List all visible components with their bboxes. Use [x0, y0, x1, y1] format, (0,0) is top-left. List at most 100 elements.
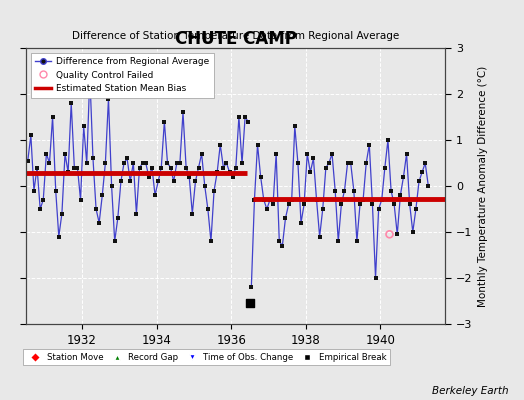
Point [309, 155, 318, 162]
Point [396, 192, 405, 198]
Point [353, 238, 361, 244]
Point [325, 160, 333, 166]
Point [73, 164, 82, 171]
Point [331, 187, 340, 194]
Point [334, 238, 343, 244]
Point [359, 196, 367, 203]
Point [58, 210, 66, 217]
Point [322, 164, 330, 171]
Point [210, 187, 219, 194]
Point [297, 220, 305, 226]
Point [263, 206, 271, 212]
Point [385, 231, 394, 238]
Point [185, 174, 193, 180]
Point [421, 160, 429, 166]
Point [412, 206, 420, 212]
Text: Difference of Station Temperature Data from Regional Average: Difference of Station Temperature Data f… [72, 31, 399, 41]
Point [27, 132, 35, 138]
Point [172, 160, 181, 166]
Point [350, 187, 358, 194]
Point [169, 178, 178, 184]
Point [51, 187, 60, 194]
Point [39, 196, 48, 203]
Point [232, 164, 240, 171]
Point [54, 233, 63, 240]
Point [36, 206, 45, 212]
Point [256, 174, 265, 180]
Text: Berkeley Earth: Berkeley Earth [432, 386, 508, 396]
Point [244, 118, 253, 125]
Point [216, 141, 224, 148]
Point [157, 164, 166, 171]
Point [272, 150, 280, 157]
Point [375, 206, 383, 212]
Point [406, 201, 414, 208]
Point [390, 201, 398, 208]
Point [346, 160, 355, 166]
Point [101, 160, 110, 166]
Point [77, 196, 85, 203]
Point [241, 114, 249, 120]
Point [191, 178, 200, 184]
Point [167, 164, 175, 171]
Point [228, 174, 237, 180]
Point [300, 201, 308, 208]
Point [138, 160, 147, 166]
Point [266, 196, 274, 203]
Point [362, 160, 370, 166]
Point [356, 201, 364, 208]
Point [368, 201, 377, 208]
Point [288, 196, 296, 203]
Point [315, 233, 324, 240]
Point [182, 164, 190, 171]
Point [135, 164, 144, 171]
Point [291, 123, 299, 130]
Point [132, 210, 140, 217]
Point [253, 141, 261, 148]
Point [24, 158, 32, 164]
Point [312, 196, 321, 203]
Point [179, 109, 187, 116]
Point [402, 150, 411, 157]
Point [387, 187, 395, 194]
Point [45, 160, 53, 166]
Point [281, 215, 290, 221]
Point [204, 206, 212, 212]
Point [222, 160, 231, 166]
Point [89, 155, 97, 162]
Point [235, 114, 243, 120]
Point [42, 150, 51, 157]
Point [337, 201, 345, 208]
Point [424, 183, 432, 189]
Point [294, 160, 302, 166]
Point [201, 183, 209, 189]
Point [219, 164, 227, 171]
Point [343, 160, 352, 166]
Point [384, 137, 392, 143]
Point [246, 300, 254, 306]
Point [95, 220, 103, 226]
Point [238, 160, 246, 166]
Point [250, 196, 259, 203]
Point [114, 215, 122, 221]
Point [188, 210, 196, 217]
Y-axis label: Monthly Temperature Anomaly Difference (°C): Monthly Temperature Anomaly Difference (… [478, 65, 488, 307]
Point [213, 169, 221, 175]
Point [80, 123, 88, 130]
Title: CHUTE CAMP: CHUTE CAMP [175, 30, 297, 48]
Point [145, 174, 153, 180]
Point [123, 155, 132, 162]
Point [98, 192, 106, 198]
Point [151, 192, 159, 198]
Point [285, 201, 293, 208]
Point [141, 160, 150, 166]
Point [64, 169, 72, 175]
Point [409, 229, 417, 235]
Point [319, 206, 327, 212]
Point [85, 72, 94, 79]
Point [48, 114, 57, 120]
Legend: Station Move, Record Gap, Time of Obs. Change, Empirical Break: Station Move, Record Gap, Time of Obs. C… [24, 349, 389, 365]
Point [415, 178, 423, 184]
Point [259, 196, 268, 203]
Point [129, 160, 137, 166]
